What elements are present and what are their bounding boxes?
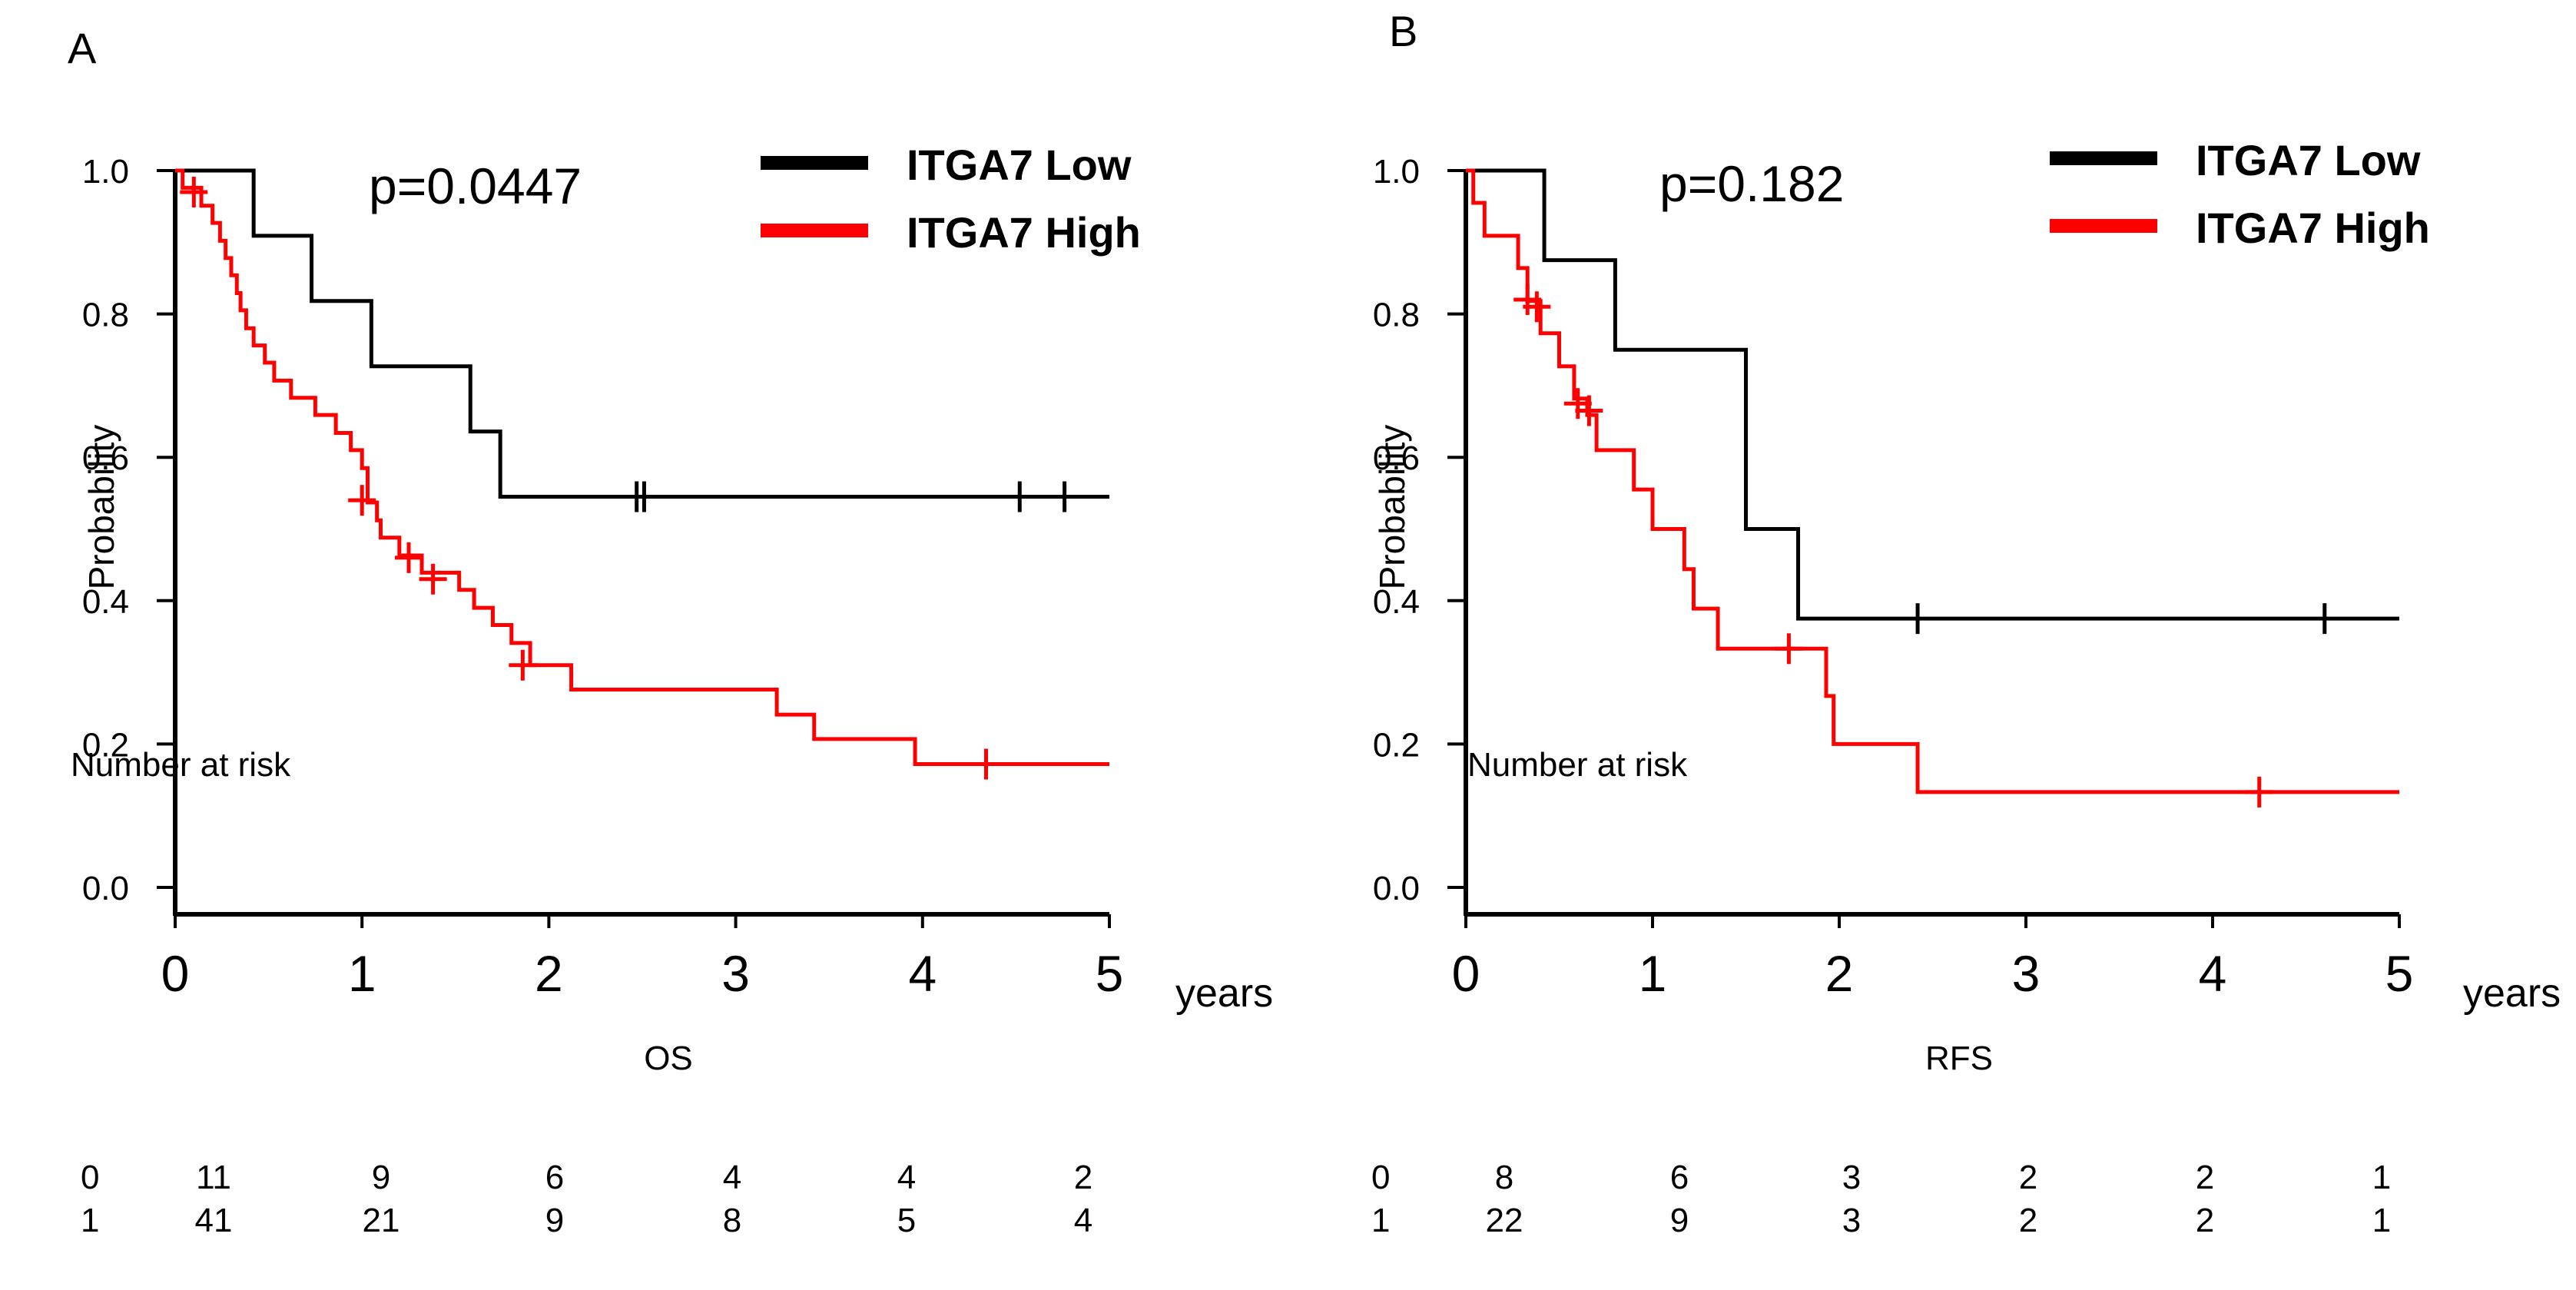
- survival-curve-low: [175, 168, 1109, 499]
- risk-count: 1: [2372, 1202, 2391, 1239]
- legend: ITGA7 Low ITGA7 High: [2050, 136, 2430, 252]
- x-tick-label: 1: [348, 945, 376, 1002]
- risk-count: 21: [363, 1202, 400, 1239]
- x-tick-label: 3: [721, 945, 750, 1002]
- risk-group-label: 0: [1371, 1159, 1390, 1196]
- risk-count: 2: [2196, 1202, 2214, 1239]
- p-value: p=0.182: [1659, 155, 1844, 212]
- risk-count: 6: [545, 1159, 564, 1196]
- y-tick-label: 1.0: [1373, 153, 1420, 191]
- y-tick-label: 0.2: [1373, 726, 1420, 764]
- y-tick-label: 0.6: [82, 439, 129, 477]
- y-tick-label: 0.4: [82, 583, 129, 621]
- x-tick-label: 2: [535, 945, 563, 1002]
- legend: ITGA7 Low ITGA7 High: [761, 141, 1141, 257]
- y-tick-label: 0.0: [82, 870, 129, 907]
- plot-area: [175, 168, 1109, 780]
- risk-count: 8: [1495, 1159, 1513, 1196]
- risk-count: 2: [2019, 1159, 2037, 1196]
- panel-b: B Number at risk p=0.182 Probability RFS…: [1371, 7, 2561, 1239]
- panel-label: B: [1389, 7, 1417, 55]
- risk-count: 22: [1486, 1202, 1523, 1239]
- risk-count: 8: [723, 1202, 741, 1239]
- risk-table: 0 11 9 6 4 4 21 41 21 9 8 5 4: [81, 1159, 1092, 1239]
- axes: 0 1 2 3 4 5 0.0 0.2 0.4 0.6 0.8 1.0: [1373, 153, 2414, 1002]
- y-tick-label: 0.8: [82, 297, 129, 334]
- legend-label-low: ITGA7 Low: [2196, 136, 2421, 184]
- x-unit-label: years: [2463, 971, 2561, 1016]
- y-axis-label: Probability: [1372, 425, 1412, 590]
- risk-table: 0 8 6 3 2 2 11 22 9 3 2 2 1: [1371, 1159, 2391, 1239]
- x-tick-label: 1: [1639, 945, 1667, 1002]
- x-tick-label: 4: [908, 945, 937, 1002]
- x-tick-label: 0: [1452, 945, 1480, 1002]
- risk-count: 3: [1842, 1202, 1861, 1239]
- risk-count: 9: [372, 1159, 390, 1196]
- risk-count: 3: [1842, 1159, 1861, 1196]
- x-axis-label: RFS: [1925, 1040, 1993, 1077]
- y-tick-label: 0.2: [82, 726, 129, 764]
- x-tick-label: 5: [2385, 945, 2414, 1002]
- risk-count: 1: [2372, 1159, 2391, 1196]
- risk-count: 11: [196, 1159, 231, 1196]
- x-tick-label: 3: [2012, 945, 2041, 1002]
- risk-group-label: 1: [81, 1202, 99, 1239]
- y-tick-label: 0.0: [1373, 870, 1420, 907]
- risk-count: 2: [1074, 1159, 1092, 1196]
- risk-table-header: Number at risk: [1467, 746, 1688, 784]
- y-tick-label: 0.4: [1373, 583, 1420, 621]
- axes: 0 1 2 3 4 5 0.0 0.2 0.4 0.6 0.8 1.0: [82, 153, 1124, 1002]
- risk-count: 9: [545, 1202, 564, 1239]
- survival-curve-low: [1466, 168, 2399, 621]
- risk-count: 5: [897, 1202, 916, 1239]
- risk-count: 6: [1670, 1159, 1689, 1196]
- risk-group-label: 1: [1371, 1202, 1390, 1239]
- x-tick-label: 2: [1825, 945, 1854, 1002]
- y-axis-label: Probability: [81, 425, 121, 590]
- y-tick-label: 0.6: [1373, 439, 1420, 477]
- risk-table-header: Number at risk: [71, 746, 291, 784]
- legend-label-low: ITGA7 Low: [907, 141, 1132, 189]
- x-tick-label: 5: [1096, 945, 1124, 1002]
- risk-count: 4: [1074, 1202, 1092, 1239]
- risk-count: 9: [1670, 1202, 1689, 1239]
- y-tick-label: 1.0: [82, 153, 129, 191]
- survival-curve-high: [1466, 168, 2399, 794]
- risk-count: 2: [2019, 1202, 2037, 1239]
- panel-a: A Number at risk p=0.0447 Probability OS…: [68, 24, 1273, 1239]
- risk-count: 4: [723, 1159, 741, 1196]
- risk-count: 41: [195, 1202, 233, 1239]
- legend-label-high: ITGA7 High: [2196, 204, 2430, 252]
- legend-label-high: ITGA7 High: [907, 208, 1141, 257]
- y-tick-label: 0.8: [1373, 297, 1420, 334]
- risk-group-label: 0: [81, 1159, 99, 1196]
- risk-count: 4: [897, 1159, 916, 1196]
- x-axis-label: OS: [644, 1040, 693, 1077]
- p-value: p=0.0447: [369, 158, 582, 214]
- x-unit-label: years: [1175, 971, 1273, 1016]
- survival-curve-high: [175, 168, 1109, 767]
- x-tick-label: 4: [2199, 945, 2227, 1002]
- risk-count: 2: [2196, 1159, 2214, 1196]
- plot-area: [1466, 168, 2399, 807]
- panel-label: A: [68, 24, 97, 72]
- x-tick-label: 0: [161, 945, 190, 1002]
